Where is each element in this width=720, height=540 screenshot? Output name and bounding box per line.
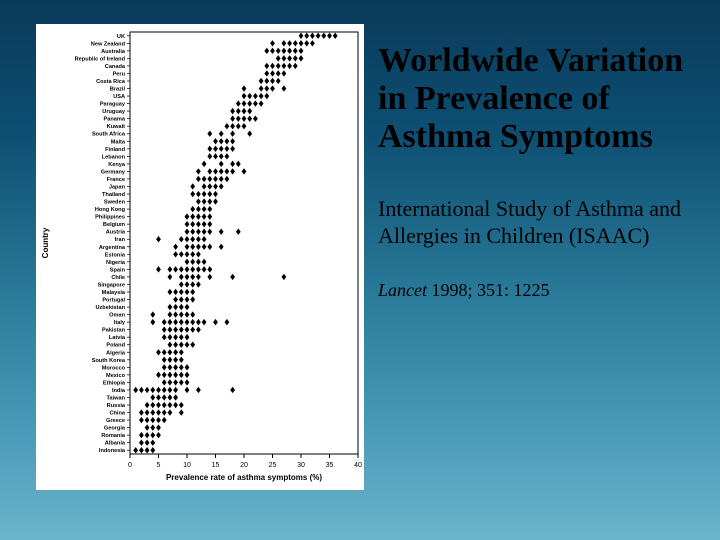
svg-text:Singapore: Singapore [98,282,125,288]
svg-text:15: 15 [212,462,220,469]
svg-text:Romania: Romania [101,433,126,439]
svg-text:Australia: Australia [101,49,126,55]
svg-text:UK: UK [117,34,125,40]
svg-text:Taiwan: Taiwan [106,395,125,401]
svg-text:Albania: Albania [105,441,126,447]
svg-text:25: 25 [269,462,277,469]
svg-text:Spain: Spain [110,267,126,273]
svg-text:Uzbekistan: Uzbekistan [95,305,125,311]
svg-text:Georgia: Georgia [104,426,126,432]
svg-text:10: 10 [183,462,191,469]
svg-text:South Africa: South Africa [92,132,126,138]
svg-text:Oman: Oman [109,313,125,319]
svg-text:Latvia: Latvia [109,335,126,341]
svg-text:40: 40 [354,462,362,469]
svg-text:Pakistan: Pakistan [102,328,126,334]
svg-text:5: 5 [157,462,161,469]
svg-text:Country: Country [41,227,50,258]
svg-text:Peru: Peru [113,71,126,77]
svg-text:Greece: Greece [106,418,125,424]
svg-text:Brazil: Brazil [110,87,126,93]
svg-text:Portugal: Portugal [102,298,125,304]
svg-text:Sweden: Sweden [104,200,126,206]
svg-text:Morocco: Morocco [102,365,126,371]
svg-text:Republic of Ireland: Republic of Ireland [75,56,126,62]
svg-text:Germany: Germany [101,169,126,175]
svg-text:Uruguay: Uruguay [102,109,126,115]
svg-text:30: 30 [297,462,305,469]
asthma-prevalence-chart: 0 5 10 15 20 25 30 35 40 Prevalence rate of asthm… [36,24,364,490]
svg-text:South Korea: South Korea [92,358,126,364]
svg-text:USA: USA [113,94,125,100]
svg-text:Malaysia: Malaysia [102,290,126,296]
citation-journal: Lancet [378,280,427,300]
svg-text:Italy: Italy [114,320,126,326]
svg-text:Kenya: Kenya [108,162,126,168]
svg-text:Russia: Russia [107,403,126,409]
svg-text:Malta: Malta [111,139,126,145]
svg-text:Canada: Canada [105,64,126,70]
slide: 0 5 10 15 20 25 30 35 40 Prevalence rate of asthm… [0,0,720,540]
svg-text:China: China [109,411,125,417]
svg-text:Austria: Austria [106,230,126,236]
svg-text:Philippines: Philippines [95,215,125,221]
svg-text:Prevalence rate of asthma symp: Prevalence rate of asthma symptoms (%) [166,473,322,482]
chart-panel: 0 5 10 15 20 25 30 35 40 Prevalence rate of asthm… [36,24,364,490]
svg-text:France: France [107,177,125,183]
svg-text:Lebanon: Lebanon [102,154,126,160]
slide-title: Worldwide Variation in Prevalence of Ast… [378,42,698,156]
svg-text:Hong Kong: Hong Kong [95,207,126,213]
svg-text:New Zealand: New Zealand [91,41,126,47]
svg-text:Costa Rica: Costa Rica [96,79,126,85]
svg-text:0: 0 [128,462,132,469]
svg-text:Algeria: Algeria [106,350,126,356]
svg-text:Kuwait: Kuwait [107,124,125,130]
svg-text:Poland: Poland [106,343,125,349]
citation-rest: 1998; 351: 1225 [427,280,550,300]
slide-subtitle: International Study of Asthma and Allerg… [378,196,698,250]
svg-text:Argentina: Argentina [99,245,126,251]
svg-text:India: India [112,388,126,394]
svg-text:Panama: Panama [104,117,126,123]
svg-text:Estonia: Estonia [105,252,126,258]
svg-text:Finland: Finland [105,147,125,153]
svg-text:Thailand: Thailand [102,192,126,198]
citation: Lancet 1998; 351: 1225 [378,280,698,302]
svg-text:Paraguay: Paraguay [100,102,126,108]
text-block: Worldwide Variation in Prevalence of Ast… [378,42,698,301]
svg-text:Chile: Chile [111,275,125,281]
svg-text:Ethiopia: Ethiopia [103,380,126,386]
svg-text:Indonesia: Indonesia [99,448,126,454]
svg-text:Japan: Japan [109,184,126,190]
svg-text:Mexico: Mexico [106,373,126,379]
svg-text:Belgium: Belgium [103,222,125,228]
svg-text:Nigeria: Nigeria [106,260,126,266]
svg-text:20: 20 [240,462,248,469]
svg-text:Iran: Iran [115,237,126,243]
svg-text:35: 35 [326,462,334,469]
